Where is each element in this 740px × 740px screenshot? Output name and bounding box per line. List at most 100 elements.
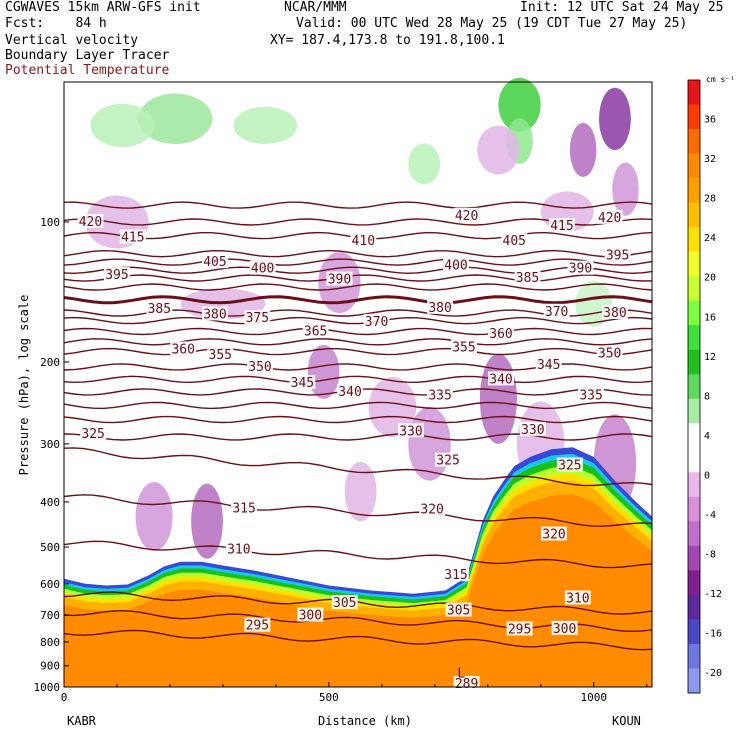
x-start-station: KABR — [67, 714, 97, 728]
theta-label: 330 — [399, 424, 422, 439]
colorbar-unit: cm s⁻¹ — [706, 75, 735, 84]
colorbar-swatch — [688, 325, 700, 351]
theta-label: 305 — [447, 604, 470, 619]
theta-label: 390 — [569, 262, 592, 277]
colorbar-swatch — [688, 643, 700, 669]
theta-contour — [63, 629, 653, 651]
vv-cell — [233, 106, 298, 145]
theta-label-bg — [501, 233, 528, 248]
theta-label-bg — [578, 387, 605, 402]
colorbar-swatch — [688, 276, 700, 302]
theta-label: 380 — [428, 301, 451, 316]
colorbar-label: 0 — [704, 470, 710, 481]
vv-cell — [344, 461, 377, 522]
theta-label-bg — [244, 310, 271, 325]
vv-cell — [135, 482, 173, 552]
theta-label: 350 — [598, 347, 621, 362]
init-time: Init: 12 UTC Sat 24 May 25 — [520, 0, 724, 15]
theta-label: 340 — [489, 372, 512, 387]
colorbar-swatch — [688, 153, 700, 179]
theta-label: 380 — [203, 307, 226, 322]
vv-cell — [138, 93, 213, 145]
vv-cell — [368, 377, 417, 438]
theta-label-bg — [506, 621, 533, 636]
theta-label-bg — [541, 526, 567, 541]
y-tick-label: 700 — [40, 609, 60, 622]
theta-label: 400 — [444, 258, 467, 273]
theta-label-bg — [556, 457, 583, 472]
theta-label-bg — [289, 375, 316, 390]
plot-frame — [63, 81, 653, 688]
theta-label: 420 — [455, 209, 478, 224]
theta-label: 385 — [148, 302, 171, 317]
theta-label-bg — [77, 213, 104, 228]
theta-contour — [63, 338, 653, 346]
theta-label: 315 — [232, 501, 255, 516]
colorbar-swatch — [688, 398, 700, 424]
theta-label-bg — [535, 356, 562, 371]
theta-label: 360 — [171, 342, 194, 357]
theta-label: 295 — [508, 622, 531, 637]
theta-label: 320 — [542, 528, 565, 543]
theta-label-bg — [119, 229, 146, 244]
vv-cell — [498, 77, 541, 132]
colorbar-label: 32 — [704, 154, 716, 165]
theta-label: 310 — [227, 542, 250, 557]
y-tick-label: 600 — [40, 578, 60, 591]
theta-label-bg — [453, 207, 480, 222]
x-end-station: KOUN — [612, 714, 641, 728]
colorbar-label: 28 — [704, 194, 716, 205]
x-tick-label: 0 — [61, 691, 68, 704]
theta-label-bg — [302, 323, 329, 338]
valid-time: Valid: 00 UTC Wed 28 May 25 (19 CDT Tue … — [296, 16, 688, 31]
theta-contour — [63, 347, 653, 356]
theta-label: 415 — [121, 231, 144, 246]
theta-label-bg — [519, 421, 546, 436]
theta-label-bg — [363, 313, 390, 328]
vv-cell — [599, 87, 631, 150]
colorbar-label: -4 — [704, 510, 716, 521]
theta-label-bg — [249, 260, 276, 275]
theta-label: 405 — [203, 255, 226, 270]
theta-label-bg — [207, 346, 234, 361]
y-tick-label: 900 — [40, 660, 60, 673]
colorbar-label: 4 — [704, 431, 710, 442]
theta-label: 395 — [105, 268, 128, 283]
theta-label: 420 — [598, 211, 621, 226]
theta-label: 385 — [516, 271, 539, 286]
theta-label-bg — [551, 620, 578, 635]
theta-label: 305 — [333, 596, 356, 611]
theta-label-bg — [103, 266, 130, 281]
theta-label-bg — [488, 371, 515, 386]
theta-label-bg — [488, 325, 515, 340]
theta-contour — [63, 283, 653, 291]
theta-label: 330 — [521, 423, 544, 438]
field-vertical-velocity: Vertical velocity — [5, 33, 139, 48]
theta-label: 405 — [503, 234, 526, 249]
theta-contour — [63, 258, 653, 266]
colorbar-swatch — [688, 521, 700, 547]
colorbar-label: 36 — [704, 115, 716, 126]
theta-label-bg — [337, 383, 364, 398]
colorbar-swatch — [688, 472, 700, 498]
colorbar-label: 16 — [704, 312, 716, 323]
theta-contour — [63, 266, 653, 275]
pbl-tracer-layer — [64, 494, 652, 687]
theta-label-bg — [596, 209, 623, 224]
theta-label: 365 — [304, 325, 327, 340]
vv-cell — [90, 103, 155, 148]
colorbar-label: -20 — [704, 668, 722, 679]
theta-contour — [63, 401, 653, 410]
theta-label: 300 — [553, 622, 576, 637]
theta-label-bg — [146, 301, 173, 316]
colorbar-swatch — [688, 202, 700, 228]
theta-label-bg — [443, 567, 469, 582]
theta-label: 360 — [489, 327, 512, 342]
colorbar-label: 8 — [704, 391, 710, 402]
theta-contour — [63, 274, 653, 282]
theta-contour — [63, 295, 653, 305]
theta-label-bg — [567, 260, 594, 275]
vv-cell — [569, 122, 597, 177]
theta-label: 335 — [428, 388, 451, 403]
theta-label-bg — [453, 675, 480, 690]
